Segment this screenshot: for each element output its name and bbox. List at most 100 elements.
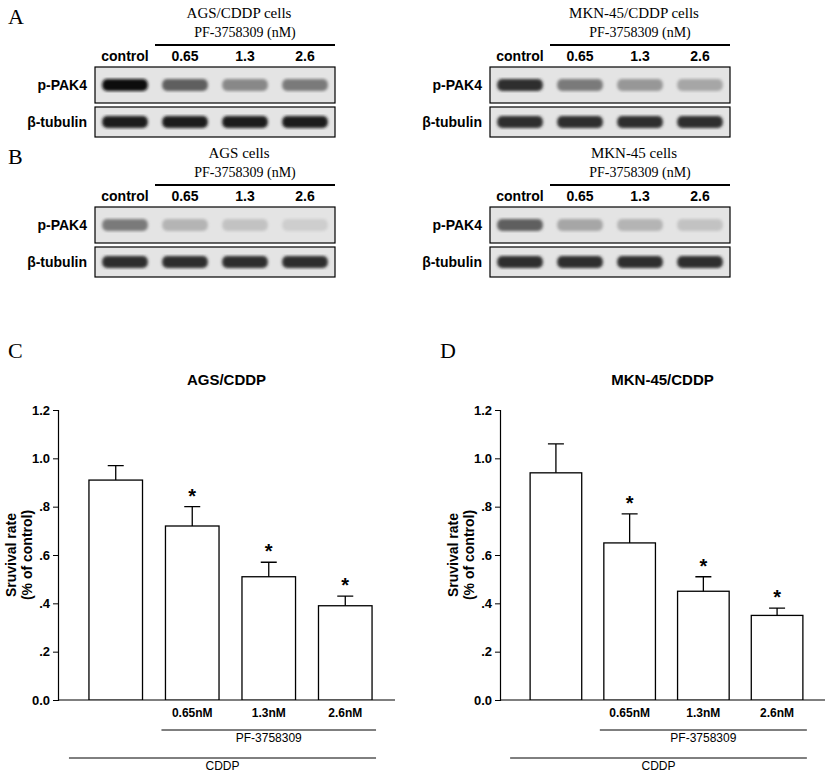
- blot-band: [497, 219, 543, 231]
- y-tick: .6: [481, 548, 500, 563]
- y-tick-mark: [495, 458, 500, 459]
- significance-marker: *: [773, 586, 781, 608]
- blot-band: [162, 116, 208, 128]
- lane-label: 2.6: [690, 188, 710, 204]
- y-axis-line: [53, 411, 59, 701]
- significance-marker: *: [699, 555, 707, 577]
- row-label: p-PAK4: [432, 77, 482, 93]
- y-tick: 1.2: [32, 403, 58, 418]
- y-axis: 0.0.2.4.6.81.01.2: [32, 403, 59, 708]
- x-axis: 0.65nM1.3nM2.6nM: [500, 700, 825, 720]
- lane-label: 1.3: [235, 48, 255, 64]
- y-tick-label: .4: [39, 596, 51, 611]
- y-axis-title-line: Sruvival rate: [3, 513, 19, 597]
- lane-label: 0.65: [171, 48, 198, 64]
- y-tick-label: 0.0: [32, 693, 50, 708]
- blot-band: [162, 219, 208, 231]
- significance-marker: *: [265, 540, 273, 562]
- treatment-label: PF-3758309 (nM): [194, 165, 296, 181]
- blot-title: AGS/CDDP cells: [187, 5, 292, 21]
- lane-label: control: [496, 48, 543, 64]
- blot-title: MKN-45 cells: [591, 145, 677, 161]
- y-tick: 0.0: [32, 693, 58, 708]
- panel-label: D: [440, 338, 456, 363]
- y-axis-title: Sruvival rate(% of control): [3, 510, 35, 600]
- panel-label: C: [8, 338, 23, 363]
- bar: [604, 543, 656, 700]
- y-tick-mark: [53, 652, 58, 653]
- lane-label: 2.6: [295, 48, 315, 64]
- blot: AGS/CDDP cellsPF-3758309 (nM)control0.65…: [27, 5, 335, 137]
- x-tick-label: 2.6nM: [760, 706, 794, 720]
- bar-chart: D MKN-45/CDDP Sruvival rate(% of control) 0…: [440, 338, 825, 773]
- y-tick-mark: [53, 410, 58, 411]
- blot-frame: [95, 67, 335, 103]
- x-tick: 2.6nM: [760, 700, 794, 720]
- blot-frame: [95, 107, 335, 137]
- blot-band: [497, 116, 543, 128]
- blot-band: [617, 219, 663, 231]
- y-tick-mark: [53, 458, 58, 459]
- x-tick-label: 0.65nM: [172, 706, 213, 720]
- bar: [165, 526, 219, 700]
- blot-title: MKN-45/CDDP cells: [569, 5, 699, 21]
- blot-band: [677, 256, 723, 268]
- y-axis-title-line: (% of control): [19, 510, 35, 600]
- y-tick-mark: [495, 555, 500, 556]
- bar: [751, 615, 803, 700]
- blot-band: [677, 219, 723, 231]
- row-label: β-tubulin: [422, 254, 482, 270]
- y-tick: 1.2: [474, 403, 500, 418]
- y-tick-label: 1.0: [32, 451, 50, 466]
- chart-title: MKN-45/CDDP: [611, 371, 714, 388]
- y-tick-label: 0.0: [474, 693, 492, 708]
- error-bar: [769, 608, 785, 615]
- figure: AAGS/CDDP cellsPF-3758309 (nM)control0.6…: [0, 0, 835, 777]
- blot-band: [282, 219, 328, 231]
- y-axis-line: [495, 411, 501, 701]
- error-bar: [622, 514, 638, 543]
- blot-band: [497, 256, 543, 268]
- significance-marker: *: [341, 574, 349, 596]
- blot-band: [222, 219, 268, 231]
- y-axis-title-line: (% of control): [461, 510, 477, 600]
- y-tick-mark: [495, 700, 500, 701]
- row-label: p-PAK4: [37, 217, 87, 233]
- blot-frame: [490, 67, 730, 103]
- panel-label: A: [8, 4, 24, 29]
- group-label: CDDP: [641, 759, 675, 773]
- bar: [318, 606, 372, 700]
- x-tick-label: 2.6nM: [328, 706, 362, 720]
- y-axis: 0.0.2.4.6.81.01.2: [474, 403, 501, 708]
- lane-label: 1.3: [630, 188, 650, 204]
- row-label: p-PAK4: [37, 77, 87, 93]
- lane-label: 2.6: [295, 188, 315, 204]
- y-tick-mark: [495, 603, 500, 604]
- blot-band: [222, 79, 268, 91]
- bar: [242, 577, 296, 700]
- blot-band: [282, 79, 328, 91]
- plot-area: [530, 444, 803, 700]
- y-axis-title: Sruvival rate(% of control): [445, 510, 477, 600]
- y-tick: .2: [39, 644, 58, 659]
- y-tick: .8: [481, 499, 500, 514]
- row-label: β-tubulin: [422, 114, 482, 130]
- treatment-bracket: [550, 184, 730, 186]
- x-tick: 1.3nM: [252, 700, 286, 720]
- treatment-bracket: [550, 44, 730, 46]
- x-tick: 0.65nM: [172, 700, 213, 720]
- significance-marker: *: [626, 492, 634, 514]
- blot-band: [222, 116, 268, 128]
- y-tick: .4: [481, 596, 500, 611]
- chart-title: AGS/CDDP: [187, 371, 266, 388]
- x-tick-label: 1.3nM: [686, 706, 720, 720]
- error-bar: [695, 577, 711, 592]
- lane-label: 0.65: [566, 48, 593, 64]
- y-tick-mark: [53, 507, 58, 508]
- lane-label: 2.6: [690, 48, 710, 64]
- y-tick-label: .2: [39, 644, 50, 659]
- y-tick-mark: [53, 603, 58, 604]
- blot-band: [557, 219, 603, 231]
- y-tick-mark: [495, 410, 500, 411]
- blot-title: AGS cells: [208, 145, 269, 161]
